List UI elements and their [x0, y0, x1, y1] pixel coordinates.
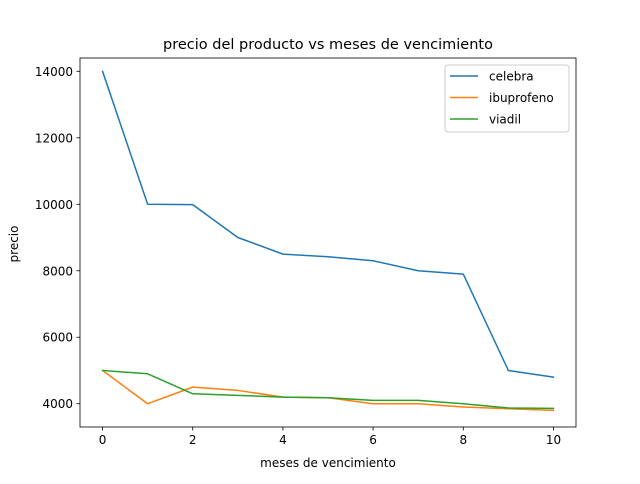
series-line-viadil	[101, 369, 555, 410]
y-tick-label: 4000	[42, 397, 73, 411]
legend-label-viadil: viadil	[489, 113, 521, 127]
plot-frame	[79, 57, 577, 428]
plot-area: 0 2 4 6 8 10 4000 6000 8000 10000 12000 14000	[35, 57, 577, 447]
x-tick-label: 0	[99, 433, 107, 447]
legend-box	[444, 64, 570, 133]
y-tick-label: 10000	[35, 198, 73, 212]
y-tick-label: 6000	[42, 331, 73, 345]
legend: celebra ibuprofeno viadil	[444, 64, 570, 133]
y-tick-label: 12000	[35, 131, 73, 145]
y-tick-label: 8000	[42, 264, 73, 278]
x-axis-label: meses de vencimiento	[260, 456, 396, 470]
y-tick-label: 14000	[35, 65, 73, 79]
legend-label-ibuprofeno: ibuprofeno	[489, 91, 554, 105]
x-tick-label: 4	[279, 433, 287, 447]
x-tick-label: 8	[459, 433, 467, 447]
x-tick-label: 2	[189, 433, 197, 447]
chart-title: precio del producto vs meses de vencimie…	[163, 37, 493, 53]
series-line-ibuprofeno	[101, 369, 555, 412]
series-line-celebra	[101, 70, 555, 378]
x-tick-label: 6	[369, 433, 377, 447]
y-axis-label: precio	[7, 226, 21, 263]
x-tick-label: 10	[546, 433, 561, 447]
legend-label-celebra: celebra	[489, 70, 534, 84]
